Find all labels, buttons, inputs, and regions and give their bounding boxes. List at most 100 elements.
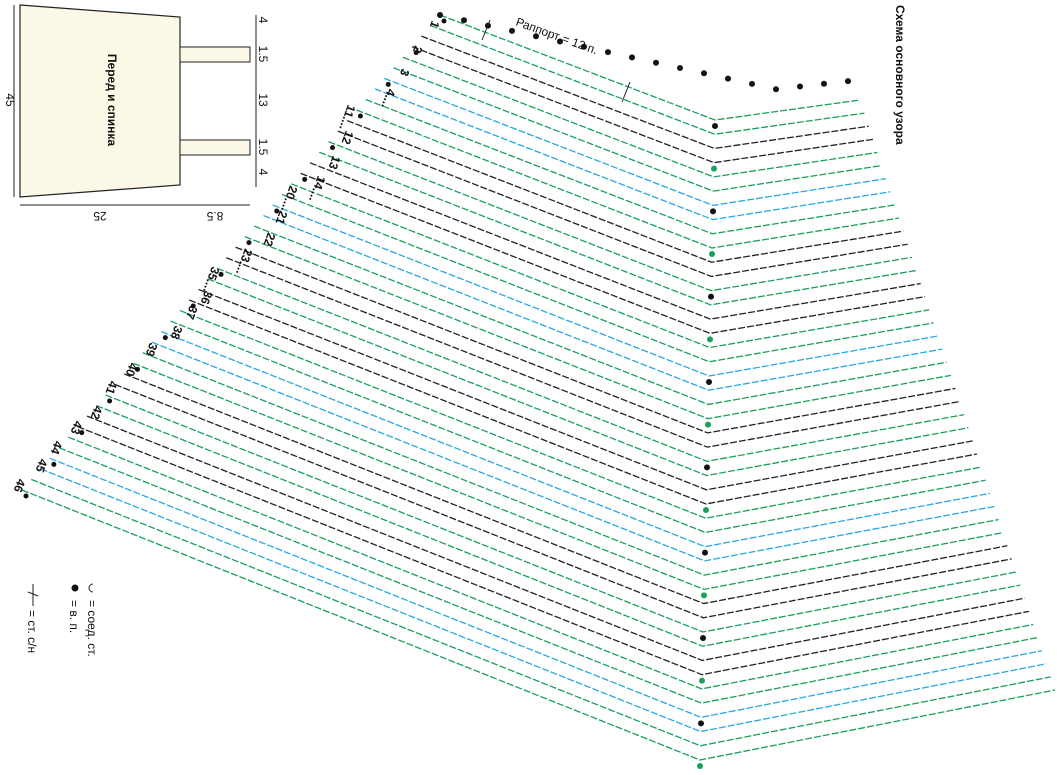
stitch-row [86, 415, 1025, 662]
legend-symbol [27, 591, 39, 597]
row-number: 43 [68, 419, 86, 437]
row-number: 21 [273, 209, 291, 227]
row-number: 13 [326, 154, 344, 172]
stitch-row [235, 246, 956, 434]
stitch-row [244, 236, 952, 420]
stitch-row [328, 141, 913, 292]
stitch-row [31, 478, 1051, 747]
chain-dot [699, 677, 705, 684]
dim: 1.5 [256, 46, 270, 63]
chain-dot [629, 54, 635, 61]
row-number: 20.... [278, 184, 300, 214]
chain-dot [712, 123, 718, 129]
chain-dot [330, 145, 336, 151]
stitch-row [319, 151, 917, 306]
chain-dot [107, 398, 113, 404]
legend-label: = в. п. [67, 600, 81, 633]
stitch-row [151, 341, 995, 562]
stitch-row [21, 489, 1056, 761]
stitch-row [393, 67, 882, 192]
chain-dot [437, 12, 443, 18]
strap [179, 46, 251, 63]
chain-dot [218, 271, 224, 277]
chain-dot [700, 635, 706, 641]
chain-dot [710, 208, 716, 215]
chain-dot [134, 366, 140, 372]
pattern-title: Схема основного узора [893, 5, 907, 145]
chain-dot [509, 27, 515, 34]
stitch-row [346, 119, 904, 263]
row-number: 14.... [306, 174, 328, 204]
stitch-row [365, 98, 895, 235]
chain-dot [162, 335, 168, 341]
stitch-row [421, 35, 869, 150]
legend-symbol [71, 584, 79, 592]
stitch-row [384, 77, 887, 207]
chain-dot [797, 83, 803, 90]
stitch-row [309, 162, 921, 320]
chain-dot [357, 113, 363, 119]
stitch-row [263, 214, 943, 391]
dim: 13 [256, 93, 270, 107]
stitch-row [253, 225, 947, 406]
stitch-row [58, 447, 1038, 704]
chain-dot [701, 592, 707, 599]
repeat-label: Раппорт = 12 п. [514, 15, 600, 58]
row-number: 11.... [336, 103, 358, 132]
stitch-row [105, 394, 1017, 633]
legend-label: = ст. с/н [25, 610, 39, 653]
row-number: 40 [123, 361, 141, 379]
row-number: 44 [48, 439, 66, 457]
stitch-row [188, 299, 978, 505]
chain-dot [703, 507, 709, 513]
row-number: 37 [183, 304, 201, 322]
stitch-row [96, 404, 1021, 647]
chain-dot [725, 75, 731, 82]
row-number: 12 [339, 129, 357, 147]
stitch-row [170, 320, 986, 534]
garment-shape [19, 4, 181, 198]
stitch-row [291, 183, 930, 349]
chain-dot [23, 493, 29, 499]
chain-dot [79, 430, 85, 436]
stitch-row [374, 88, 891, 221]
chain-dot [709, 251, 715, 257]
stitch-row [300, 172, 926, 335]
row-number: 39 [143, 341, 161, 359]
row-number: 36 [198, 289, 216, 307]
chain-dot [246, 240, 252, 246]
dim: 8.5 [206, 209, 223, 223]
chain-dot [190, 303, 196, 309]
row-number: 22 [261, 231, 279, 249]
dim: 45 [3, 93, 17, 107]
stitch-row [226, 257, 960, 448]
row-number: 1 [427, 19, 443, 30]
chain-dot [706, 379, 712, 385]
chain-dot [385, 81, 391, 87]
chain-dot [702, 549, 708, 556]
row-number: 2 [410, 44, 426, 55]
row-number: 38 [168, 324, 186, 342]
chain-dot [302, 176, 308, 182]
dim: 4 [256, 17, 270, 24]
chain-dot [581, 43, 587, 50]
strap [179, 139, 251, 156]
stitch-row [207, 278, 969, 477]
chain-dot [845, 78, 851, 85]
stitch-row [356, 109, 900, 249]
chain-dot [705, 421, 711, 428]
chain-dot [698, 720, 704, 727]
stitch-row [198, 288, 973, 491]
stitch-row [68, 436, 1034, 690]
chain-dot [697, 763, 703, 769]
stitch-row [430, 24, 865, 135]
chain-dot [704, 464, 710, 471]
stitch-row [49, 457, 1043, 719]
chain-dot [677, 65, 683, 71]
chain-dot [557, 38, 563, 45]
chain-dot [51, 461, 57, 467]
row-number: 46 [11, 477, 29, 495]
stitch-row [161, 331, 991, 548]
stitch-row [133, 362, 1004, 591]
